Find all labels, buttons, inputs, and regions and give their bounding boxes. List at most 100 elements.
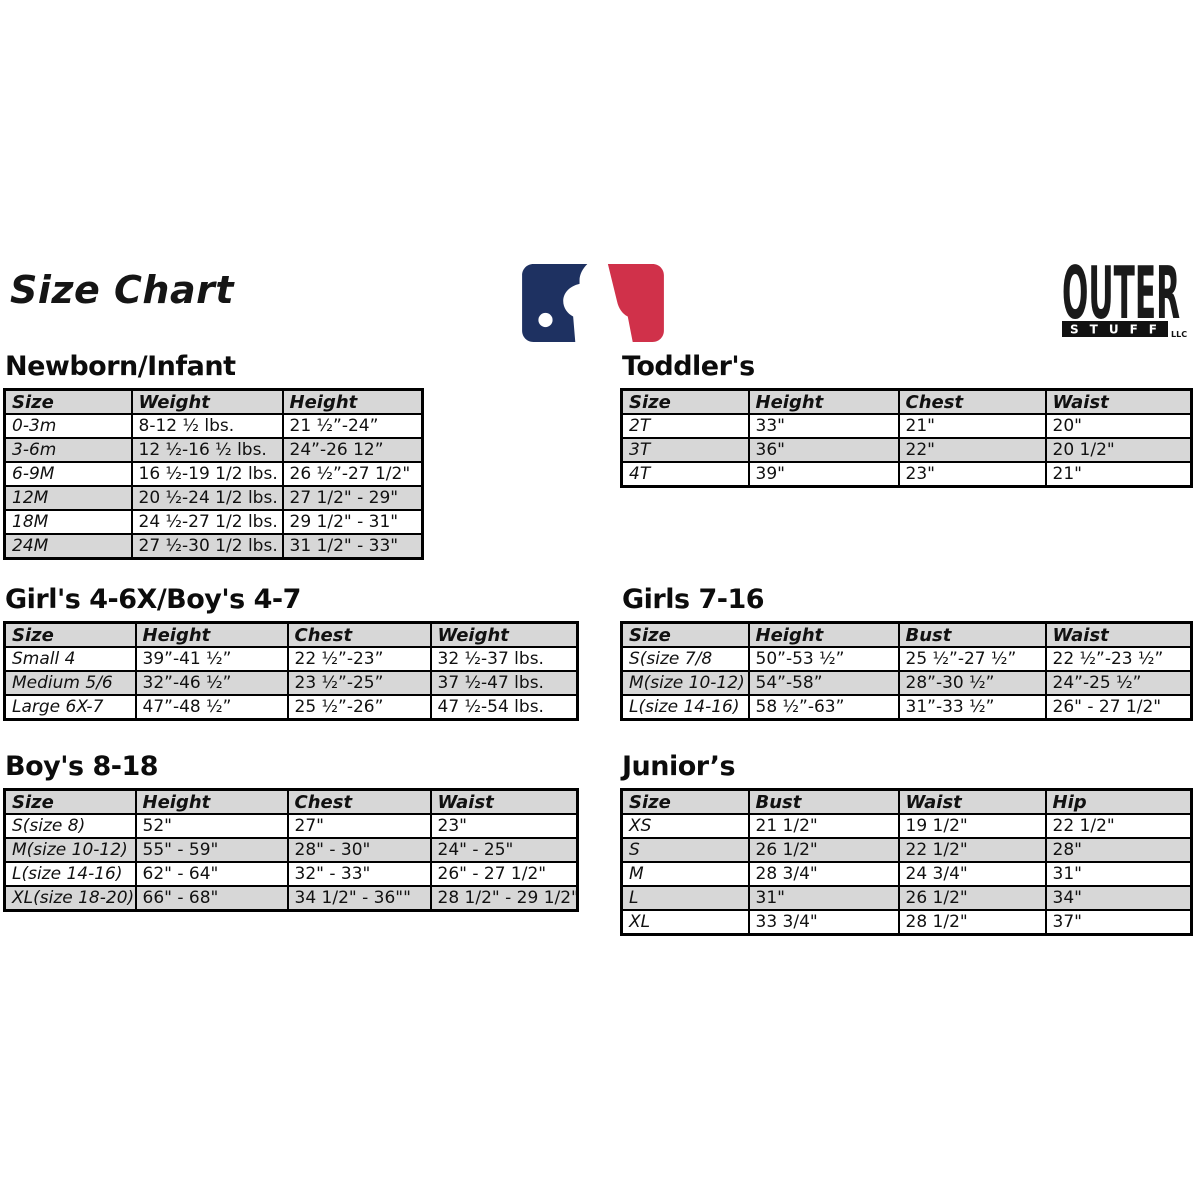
table-cell: 22 ½”-23 ½” — [1044, 646, 1193, 672]
header-row: Size Height Chest Weight — [3, 621, 579, 648]
table-cell: 3T — [620, 437, 750, 463]
table-cell: Large 6X-7 — [3, 694, 137, 721]
column-header: Bust — [897, 621, 1047, 648]
boys-8-18-table: Size Height Chest Waist S(size 8) 52" 27" 23" M… — [3, 788, 579, 912]
table-cell: 12 ½-16 ½ lbs. — [130, 437, 284, 463]
newborn-infant-table: Size Weight Height 0-3m 8-12 ½ lbs. 21 ½”-24… — [3, 388, 424, 560]
section-heading-toddlers: Toddler's — [622, 351, 755, 382]
column-header: Waist — [1044, 621, 1193, 648]
table-cell: 25 ½”-26” — [286, 694, 432, 721]
table-row: XL 33 3/4" 28 1/2" 37" — [620, 909, 1193, 936]
table-row: 12M 20 ½-24 1/2 lbs. 27 1/2" - 29" — [3, 485, 424, 511]
header-row: Size Weight Height — [3, 388, 424, 415]
outerstuff-bar — [1062, 321, 1168, 337]
table-cell: 22 ½”-23” — [286, 646, 432, 672]
table-row: L(size 14-16) 62" - 64" 32" - 33" 26" - 27 … — [3, 861, 579, 887]
table-cell: 20 1/2" — [1044, 437, 1193, 463]
table-cell: 32 ½-37 lbs. — [429, 646, 579, 672]
table-row: M 28 3/4" 24 3/4" 31" — [620, 861, 1193, 887]
table-cell: 3-6m — [3, 437, 133, 463]
table-cell: 23" — [897, 461, 1047, 488]
column-header: Size — [3, 788, 137, 815]
table-cell: 25 ½”-27 ½” — [897, 646, 1047, 672]
column-header: Size — [3, 621, 137, 648]
table-cell: 20" — [1044, 413, 1193, 439]
table-cell: 26 1/2" — [897, 885, 1047, 911]
table-cell: 27" — [286, 813, 432, 839]
column-header: Chest — [897, 388, 1047, 415]
mlb-logo-icon — [522, 264, 664, 342]
table-cell: 55" - 59" — [134, 837, 289, 863]
table-cell: L(size 14-16) — [620, 694, 750, 721]
table-row: L(size 14-16) 58 ½”-63” 31”-33 ½” 26" - 27 … — [620, 694, 1193, 721]
table-cell: 24 3/4" — [897, 861, 1047, 887]
table-cell: 21" — [897, 413, 1047, 439]
table-cell: 18M — [3, 509, 133, 535]
table-cell: Medium 5/6 — [3, 670, 137, 696]
table-cell: 16 ½-19 1/2 lbs. — [130, 461, 284, 487]
table-cell: 28 3/4" — [747, 861, 900, 887]
table-cell: 6-9M — [3, 461, 133, 487]
toddlers-table: Size Height Chest Waist 2T 33" 21" 20" 3T 36" 22"… — [620, 388, 1193, 488]
table-cell: 27 ½-30 1/2 lbs. — [130, 533, 284, 560]
table-row: S(size 8) 52" 27" 23" — [3, 813, 579, 839]
table-cell: 28 1/2" — [897, 909, 1047, 936]
section-girls-7-16: Girls 7-16 Size Height Bust Waist S(size 7/… — [620, 585, 1193, 721]
table-cell: 24 ½-27 1/2 lbs. — [130, 509, 284, 535]
table-cell: 50”-53 ½” — [747, 646, 900, 672]
section-heading-boys-8-18: Boy's 8-18 — [5, 751, 159, 782]
table-cell: 12M — [3, 485, 133, 511]
table-cell: 22 1/2" — [897, 837, 1047, 863]
table-cell: 33 3/4" — [747, 909, 900, 936]
header-row: Size Bust Waist Hip — [620, 788, 1193, 815]
table-cell: 62" - 64" — [134, 861, 289, 887]
table-cell: S(size 7/8 — [620, 646, 750, 672]
table-row: M(size 10-12) 54”-58” 28”-30 ½” 24”-25 ½” — [620, 670, 1193, 696]
table-cell: 27 1/2" - 29" — [281, 485, 424, 511]
table-cell: Small 4 — [3, 646, 137, 672]
table-cell: L(size 14-16) — [3, 861, 137, 887]
girls-7-16-table: Size Height Bust Waist S(size 7/8 50”-53 ½” 2… — [620, 621, 1193, 721]
column-header: Height — [134, 621, 289, 648]
table-cell: 22 1/2" — [1044, 813, 1193, 839]
table-cell: 26" - 27 1/2" — [1044, 694, 1193, 721]
table-cell: 4T — [620, 461, 750, 488]
table-cell: M(size 10-12) — [620, 670, 750, 696]
table-cell: 24" - 25" — [429, 837, 579, 863]
table-cell: 47”-48 ½” — [134, 694, 289, 721]
table-cell: L — [620, 885, 750, 911]
mlb-ball-icon — [538, 312, 553, 328]
table-cell: 31" — [1044, 861, 1193, 887]
table-cell: 29 1/2" - 31" — [281, 509, 424, 535]
table-cell: 19 1/2" — [897, 813, 1047, 839]
table-cell: 21" — [1044, 461, 1193, 488]
table-row: S 26 1/2" 22 1/2" 28" — [620, 837, 1193, 863]
mlb-navy-shape — [522, 264, 588, 342]
table-cell: 2T — [620, 413, 750, 439]
table-cell: 26" - 27 1/2" — [429, 861, 579, 887]
table-cell: XL — [620, 909, 750, 936]
table-cell: 24”-26 12” — [281, 437, 424, 463]
column-header: Waist — [1044, 388, 1193, 415]
table-row: 3-6m 12 ½-16 ½ lbs. 24”-26 12” — [3, 437, 424, 463]
table-cell: 32”-46 ½” — [134, 670, 289, 696]
column-header: Chest — [286, 621, 432, 648]
table-cell: 31 1/2" - 33" — [281, 533, 424, 560]
section-newborn-infant: Newborn/Infant Size Weight Height 0-3m 8-12… — [3, 352, 424, 560]
header-row: Size Height Chest Waist — [620, 388, 1193, 415]
column-header: Size — [3, 388, 133, 415]
table-cell: S(size 8) — [3, 813, 137, 839]
table-row: 18M 24 ½-27 1/2 lbs. 29 1/2" - 31" — [3, 509, 424, 535]
column-header: Size — [620, 788, 750, 815]
column-header: Height — [747, 388, 900, 415]
table-cell: 24”-25 ½” — [1044, 670, 1193, 696]
table-cell: 22" — [897, 437, 1047, 463]
column-header: Waist — [429, 788, 579, 815]
section-juniors: Junior’s Size Bust Waist Hip XS 21 1/2" 19 1/… — [620, 752, 1193, 936]
table-row: 3T 36" 22" 20 1/2" — [620, 437, 1193, 463]
table-cell: XS — [620, 813, 750, 839]
table-cell: XL(size 18-20) — [3, 885, 137, 912]
column-header: Height — [281, 388, 424, 415]
table-row: Large 6X-7 47”-48 ½” 25 ½”-26” 47 ½-54 lbs. — [3, 694, 579, 721]
